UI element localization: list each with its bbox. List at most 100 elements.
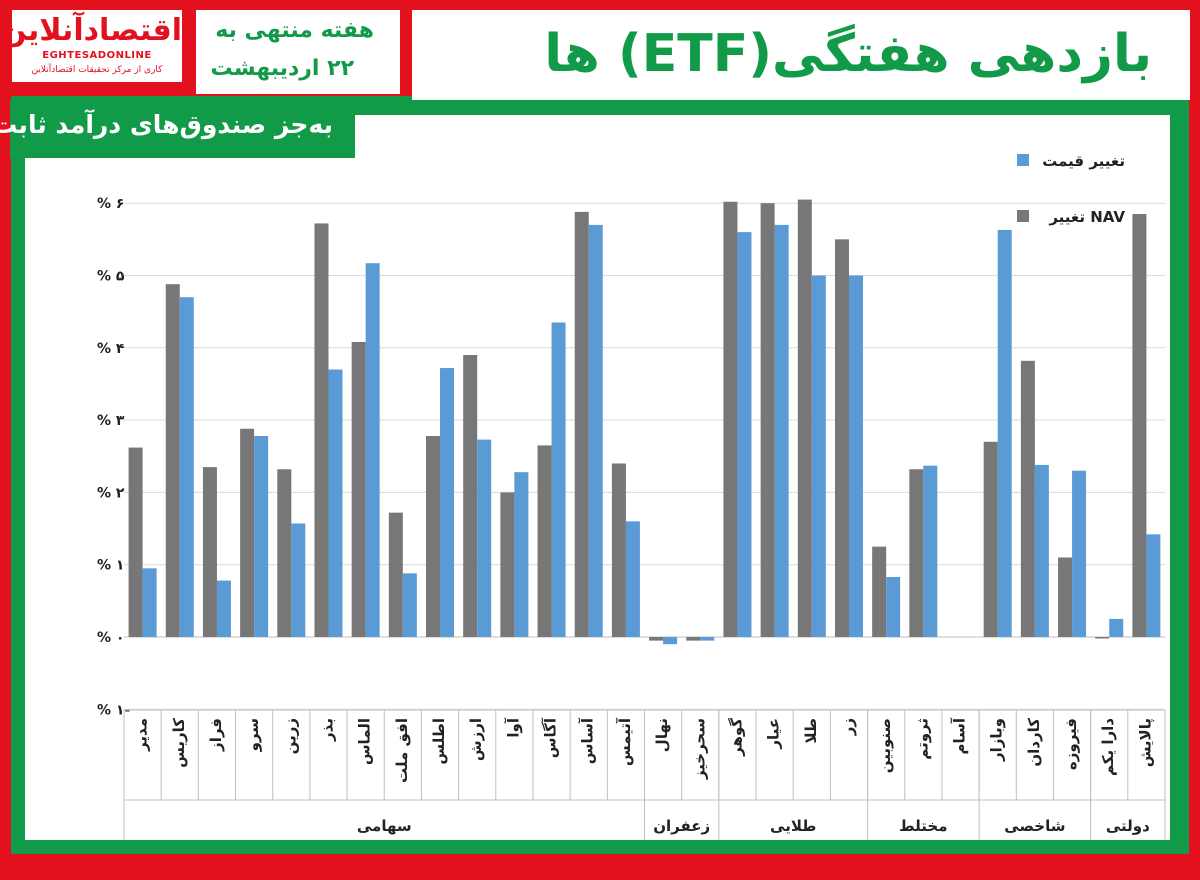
- bar-price: [291, 523, 306, 637]
- y-tick-label: ۶ %: [97, 196, 124, 212]
- bar-price: [551, 322, 566, 637]
- chart-subtitle: به‌جز صندوق‌های درآمد ثابت: [0, 110, 333, 139]
- subtitle-box: به‌جز صندوق‌های درآمد ثابت: [0, 100, 355, 158]
- bar-nav: [797, 199, 812, 637]
- bar-price: [365, 263, 380, 637]
- bar-price: [923, 465, 938, 637]
- y-tick-label: ۲ %: [97, 485, 125, 501]
- bar-price: [514, 472, 529, 637]
- bar-price: [328, 369, 343, 637]
- week-label-box: هفته منتهی به ۲۲ اردیبهشت: [196, 10, 400, 94]
- bar-nav: [351, 342, 366, 637]
- category-label: آتیمس: [616, 717, 634, 766]
- bar-price: [142, 568, 157, 637]
- y-tick-label: ۰ %: [97, 630, 124, 646]
- group-label: طلایی: [770, 817, 816, 835]
- y-tick-label: ۴ %: [97, 341, 125, 357]
- category-label: دارا یکم: [1099, 718, 1117, 776]
- title-box: بازدهی هفتگی(ETF) ها: [412, 10, 1190, 100]
- category-label: زر: [839, 718, 857, 736]
- category-label: صنوبین: [876, 718, 894, 773]
- logo-subtitle: کاری از مرکز تحقیقات اقتصادآنلاین: [31, 65, 163, 75]
- bar-nav: [537, 445, 552, 637]
- category-label: بذر: [318, 718, 336, 742]
- bar-price: [402, 573, 417, 637]
- bar-nav: [1058, 557, 1073, 637]
- bar-price: [588, 224, 603, 637]
- logo-title: اقتصادآنلاین: [1, 13, 182, 48]
- bar-nav: [649, 637, 664, 641]
- bar-price: [663, 637, 678, 645]
- bar-price: [1146, 534, 1161, 637]
- category-label: وبازار: [988, 718, 1006, 762]
- bar-price: [886, 576, 901, 637]
- category-label: مدیر: [133, 718, 151, 752]
- bar-price: [700, 637, 715, 641]
- bar-nav: [611, 463, 626, 637]
- bar-nav: [388, 512, 403, 637]
- logo-english: EGHTESADONLINE: [42, 50, 152, 61]
- category-label: اطلس: [430, 718, 448, 765]
- bar-nav: [872, 546, 887, 637]
- bar-price: [254, 436, 269, 637]
- legend-swatch-nav: [1017, 210, 1029, 222]
- bar-price: [997, 229, 1012, 638]
- bar-price: [1034, 464, 1049, 637]
- bar-price: [811, 275, 826, 637]
- category-label: ارزش: [467, 718, 485, 761]
- bar-price: [774, 224, 789, 637]
- category-label: فراز: [207, 718, 225, 752]
- category-label: کاریس: [170, 718, 188, 768]
- bar-price: [1109, 618, 1124, 637]
- group-label: دولتی: [1106, 817, 1150, 835]
- group-label: مختلط: [899, 817, 947, 835]
- bar-nav: [128, 447, 143, 637]
- bar-price: [216, 580, 231, 637]
- category-label: آسام: [951, 717, 969, 754]
- bar-nav: [202, 467, 217, 637]
- bar-nav: [760, 203, 775, 637]
- category-label: افق ملت: [393, 718, 411, 783]
- bar-nav: [277, 469, 292, 637]
- bar-price: [179, 297, 194, 637]
- category-label: آگاس: [542, 717, 560, 758]
- y-tick-label: ۱ %: [97, 558, 124, 574]
- category-label: آساس: [579, 717, 597, 764]
- bar-nav: [909, 469, 924, 637]
- category-label: سحرخیز: [690, 718, 708, 780]
- bar-price: [477, 439, 492, 637]
- page-title: بازدهی هفتگی(ETF) ها: [544, 24, 1152, 84]
- bar-nav: [500, 492, 515, 637]
- category-label: طلا: [802, 718, 820, 744]
- bar-price: [625, 521, 640, 637]
- group-label: زعفران: [653, 817, 710, 835]
- bar-nav: [1095, 637, 1110, 639]
- bar-price: [1072, 470, 1087, 637]
- bar-nav: [574, 211, 589, 637]
- category-label: نهال: [653, 718, 671, 752]
- bar-nav: [314, 223, 329, 637]
- bar-nav: [1020, 360, 1035, 637]
- bar-nav: [983, 441, 998, 637]
- bar-nav: [240, 428, 255, 637]
- category-label: فیروزه: [1062, 718, 1080, 770]
- y-tick-label: ۵ %: [97, 269, 125, 285]
- bar-price: [440, 368, 455, 637]
- week-line-2: ۲۲ اردیبهشت: [210, 56, 354, 81]
- bar-nav: [463, 355, 478, 637]
- y-tick-label: -۱ %: [97, 702, 130, 718]
- group-label: سهامی: [357, 817, 412, 835]
- category-label: گوهر: [727, 718, 745, 757]
- bar-nav: [426, 436, 441, 637]
- week-line-1: هفته منتهی به: [215, 18, 374, 43]
- y-tick-label: ۳ %: [97, 413, 125, 429]
- legend-label-nav: تغییر NAV: [1048, 208, 1125, 226]
- bar-price: [737, 232, 752, 637]
- bar-nav: [686, 637, 701, 641]
- category-label: سرو: [244, 718, 262, 752]
- legend-label-price: تغییر قیمت: [1042, 152, 1125, 170]
- bar-nav: [834, 239, 849, 637]
- logo: اقتصادآنلاین EGHTESADONLINE کاری از مرکز…: [1, 10, 182, 82]
- group-label: شاخصی: [1004, 817, 1065, 835]
